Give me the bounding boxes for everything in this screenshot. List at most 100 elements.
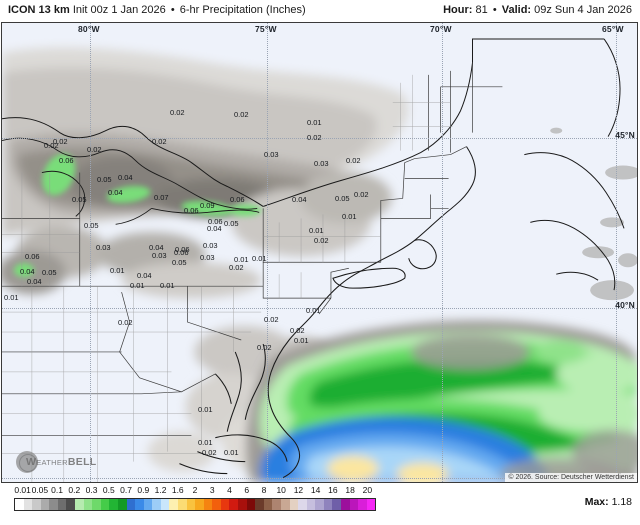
map-credit: © 2026. Source: Deutscher Wetterdienst <box>505 473 637 482</box>
contour-label: 0.01 <box>224 448 239 457</box>
lon-label-65w: 65°W <box>602 24 624 34</box>
grid-line-45n <box>2 138 637 139</box>
contour-label: 0.02 <box>354 190 369 199</box>
colorbar-swatch <box>246 499 256 510</box>
colorbar-swatch <box>212 499 221 510</box>
contour-label: 0.01 <box>198 405 213 414</box>
logo-emblem-icon <box>16 451 38 473</box>
colorbar-swatch <box>92 499 101 510</box>
colorbar-swatch <box>135 499 144 510</box>
colorbar-swatch <box>280 499 290 510</box>
hour-label: Hour: <box>443 4 473 16</box>
contour-label: 0.02 <box>202 448 217 457</box>
contour-label: 0.05 <box>97 175 112 184</box>
contour-label: 0.02 <box>229 263 244 272</box>
contour-label: 0.02 <box>152 137 167 146</box>
contour-label: 0.04 <box>20 267 35 276</box>
colorbar-swatch <box>126 499 136 510</box>
colorbar-tick-label: 2 <box>192 485 198 495</box>
contour-label: 0.02 <box>170 108 185 117</box>
colorbar-swatch <box>152 499 161 510</box>
logo-text-small: EATHER <box>36 458 68 467</box>
colorbar-swatch <box>75 499 84 510</box>
colorbar-swatch <box>229 499 239 510</box>
colorbar-swatch <box>195 499 204 510</box>
grid-line-75w <box>267 23 268 482</box>
colorbar-swatch <box>186 499 196 510</box>
colorbar-tick-labels: 0.01 0.05 0.1 0.2 0.3 0.5 0.7 0.9 1.2 1.6 2 3 4 6 8 10 1… <box>0 484 500 498</box>
colorbar-tick-label: 0.3 <box>85 485 98 495</box>
colorbar-swatch <box>255 499 264 510</box>
grid-line-80w <box>90 23 91 482</box>
contour-label: 0.02 <box>44 141 59 150</box>
logo-text-pre: W <box>26 456 37 468</box>
contour-label: 0.07 <box>154 193 169 202</box>
contour-label: 0.03 <box>200 253 215 262</box>
contour-label: 0.01 <box>342 212 357 221</box>
colorbar-swatch <box>40 499 50 510</box>
contour-label: 0.02 <box>257 343 272 352</box>
contour-label: 0.01 <box>130 281 145 290</box>
header-right-text: Hour: 81 • Valid: 09z Sun 4 Jan 2026 <box>443 4 632 16</box>
contour-label: 0.02 <box>346 156 361 165</box>
colorbar-tick-label: 3 <box>209 485 215 495</box>
contour-label: 0.04 <box>108 188 123 197</box>
contour-label: 0.09 <box>200 201 215 210</box>
contour-label: 0.06 <box>174 248 189 257</box>
contour-label: 0.05 <box>172 258 187 267</box>
colorbar-tick-label: 0.1 <box>51 485 64 495</box>
colorbar[interactable] <box>14 498 376 511</box>
valid-value: 09z Sun 4 Jan 2026 <box>534 4 632 16</box>
contour-label: 0.06 <box>59 156 74 165</box>
contour-label: 0.01 <box>294 336 309 345</box>
colorbar-tick-label: 0.2 <box>68 485 81 495</box>
colorbar-tick-label: 12 <box>293 485 304 495</box>
contour-label: 0.02 <box>234 110 249 119</box>
contour-label: 0.01 <box>306 306 321 315</box>
colorbar-tick-label: 14 <box>310 485 321 495</box>
contour-label: 0.02 <box>53 137 68 146</box>
lon-label-80w: 80°W <box>78 24 100 34</box>
contour-label: 0.06 <box>25 252 40 261</box>
contour-label: 0.04 <box>292 195 307 204</box>
colorbar-swatch <box>23 499 33 510</box>
header-bar: ICON 13 km Init 00z 1 Jan 2026 • 6-hr Pr… <box>0 0 640 22</box>
contour-label: 0.05 <box>72 195 87 204</box>
colorbar-swatch <box>203 499 213 510</box>
colorbar-tick-label: 10 <box>276 485 286 495</box>
contour-label-layer: 0.01 0.02 0.02 0.02 0.03 0.02 0.03 0.02 0.06 0.02… <box>2 23 637 482</box>
contour-label: 0.03 <box>203 241 218 250</box>
header-bullet-2: • <box>492 4 497 16</box>
colorbar-swatch <box>263 499 273 510</box>
weather-map[interactable]: 80°W 75°W 70°W 65°W 45°N 40°N 0.01 0.02 0.… <box>1 22 638 483</box>
contour-label: 0.01 <box>309 226 324 235</box>
grid-line-70w <box>442 23 443 482</box>
contour-label: 0.01 <box>160 281 175 290</box>
colorbar-swatch <box>323 499 333 510</box>
header-left-text: ICON 13 km Init 00z 1 Jan 2026 • 6-hr Pr… <box>8 4 306 16</box>
contour-label: 0.02 <box>118 318 133 327</box>
contour-label: 0.06 <box>208 217 223 226</box>
map-borders-layer <box>2 38 625 482</box>
colorbar-swatch <box>15 499 24 510</box>
colorbar-swatch <box>289 499 299 510</box>
contour-label: 0.04 <box>207 224 222 233</box>
colorbar-swatch <box>49 499 58 510</box>
colorbar-tick-label: 0.05 <box>31 485 49 495</box>
model-name: ICON 13 km <box>8 4 70 16</box>
contour-label: 0.01 <box>110 266 125 275</box>
colorbar-swatch <box>220 499 230 510</box>
colorbar-swatch <box>143 499 153 510</box>
lon-label-70w: 70°W <box>430 24 452 34</box>
contour-label: 0.02 <box>307 133 322 142</box>
colorbar-swatch <box>160 499 170 510</box>
contour-label: 0.04 <box>149 243 164 252</box>
colorbar-tick-label: 6 <box>244 485 250 495</box>
contour-label: 0.04 <box>27 277 42 286</box>
contour-label: 0.02 <box>314 236 329 245</box>
colorbar-swatch <box>349 499 359 510</box>
lat-label-45n: 45°N <box>615 130 635 140</box>
contour-label: 0.02 <box>290 326 305 335</box>
colorbar-swatch <box>32 499 41 510</box>
contour-label: 0.03 <box>264 150 279 159</box>
